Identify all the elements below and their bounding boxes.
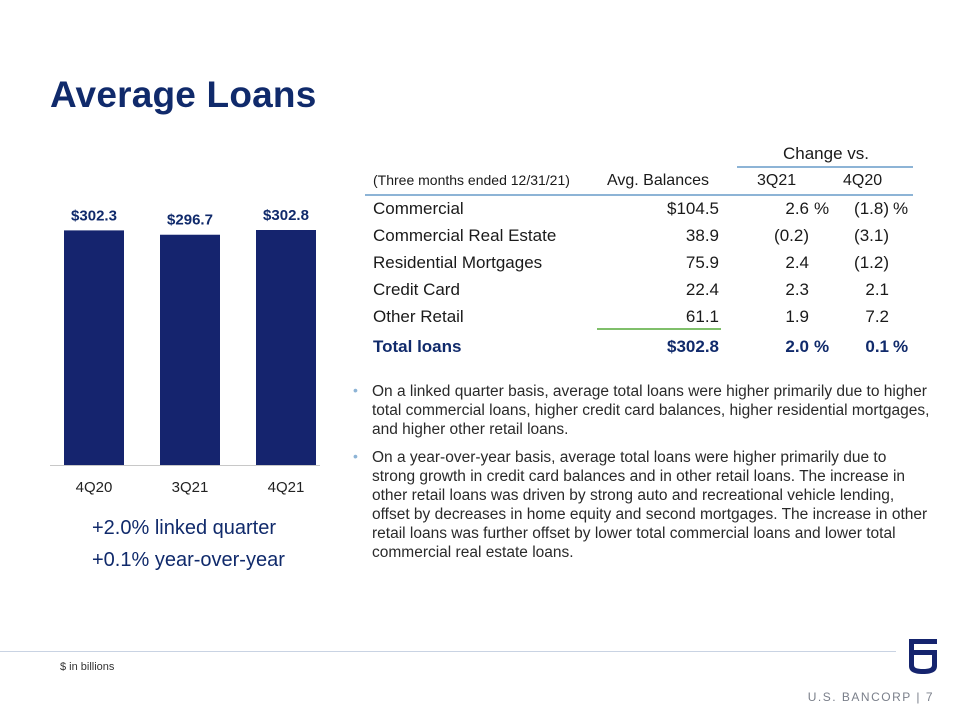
row-avg-balance: 75.9 bbox=[685, 253, 719, 272]
row-label: Total loans bbox=[373, 337, 462, 356]
data-label-3q21: $296.7 bbox=[167, 212, 213, 229]
year-over-year-note: +0.1% year-over-year bbox=[92, 549, 285, 571]
change-vs-header: Change vs. bbox=[783, 144, 869, 163]
footer-divider bbox=[0, 651, 896, 652]
footnote: $ in billions bbox=[60, 661, 115, 673]
4q20-header: 4Q20 bbox=[843, 172, 883, 189]
list-item: • On a year-over-year basis, average tot… bbox=[352, 448, 932, 562]
brand-page-number: U.S. BANCORP | 7 bbox=[807, 690, 934, 704]
row-4q20-change: (3.1) bbox=[854, 226, 889, 245]
data-label-4q21: $302.8 bbox=[263, 207, 309, 224]
row-4q20-change: 0.1 bbox=[865, 337, 889, 356]
row-avg-balance: $302.8 bbox=[667, 337, 719, 356]
row-avg-balance: 38.9 bbox=[685, 226, 719, 245]
table-row-commercial: Commercial $104.5 2.6 % (1.8) % bbox=[365, 195, 915, 222]
avg-balances-header: Avg. Balances bbox=[607, 172, 709, 189]
us-bank-shield-logo-icon bbox=[909, 639, 937, 674]
data-label-4q20: $302.3 bbox=[71, 207, 117, 224]
bullet-dot-icon: • bbox=[353, 382, 358, 398]
bar-4q20 bbox=[64, 230, 124, 465]
row-3q21-change: 1.9 bbox=[785, 307, 809, 326]
list-item: • On a linked quarter basis, average tot… bbox=[352, 382, 932, 439]
table-row-total-loans: Total loans $302.8 2.0 % 0.1 % bbox=[365, 333, 915, 360]
bar-3q21 bbox=[160, 234, 220, 465]
row-3q21-change: 2.3 bbox=[785, 280, 809, 299]
row-label: Other Retail bbox=[373, 307, 464, 326]
bar-4q21 bbox=[256, 230, 316, 465]
row-3q21-percent-sign: % bbox=[814, 337, 830, 356]
row-label: Credit Card bbox=[373, 280, 460, 299]
row-label: Commercial bbox=[373, 199, 464, 218]
table-header-row: (Three months ended 12/31/21) Avg. Balan… bbox=[365, 167, 915, 194]
average-loans-bar-chart: $302.3 4Q20 $296.7 3Q21 $302.8 4Q21 bbox=[50, 207, 320, 496]
x-tick-4q21: 4Q21 bbox=[268, 479, 305, 496]
row-4q20-percent-sign: % bbox=[893, 337, 909, 356]
table-row-residential-mortgages: Residential Mortgages 75.9 2.4 (1.2) bbox=[365, 249, 915, 276]
row-3q21-percent-sign: % bbox=[814, 199, 830, 218]
row-3q21-change: 2.0 bbox=[785, 337, 809, 356]
row-3q21-change: (0.2) bbox=[774, 226, 809, 245]
row-4q20-change: 7.2 bbox=[865, 307, 889, 326]
row-label: Residential Mortgages bbox=[373, 253, 543, 272]
commentary-bullets: • On a linked quarter basis, average tot… bbox=[352, 382, 932, 571]
total-underline bbox=[597, 328, 721, 330]
row-3q21-change: 2.6 bbox=[785, 199, 809, 218]
period-header: (Three months ended 12/31/21) bbox=[373, 172, 570, 188]
page-title: Average Loans bbox=[50, 74, 317, 115]
linked-quarter-note: +2.0% linked quarter bbox=[92, 517, 277, 539]
row-4q20-percent-sign: % bbox=[893, 199, 909, 218]
bullet-text: On a year-over-year basis, average total… bbox=[372, 449, 928, 561]
header-underline bbox=[365, 194, 913, 196]
bullet-text: On a linked quarter basis, average total… bbox=[372, 383, 930, 438]
row-4q20-change: (1.8) bbox=[854, 199, 889, 218]
change-vs-underline bbox=[737, 166, 913, 168]
row-avg-balance: $104.5 bbox=[667, 199, 719, 218]
x-tick-3q21: 3Q21 bbox=[172, 479, 209, 496]
row-3q21-change: 2.4 bbox=[785, 253, 809, 272]
x-tick-4q20: 4Q20 bbox=[76, 479, 113, 496]
row-avg-balance: 61.1 bbox=[685, 307, 719, 326]
bullet-dot-icon: • bbox=[353, 448, 358, 464]
row-label: Commercial Real Estate bbox=[373, 226, 557, 245]
table-row-other-retail: Other Retail 61.1 1.9 7.2 bbox=[365, 303, 915, 330]
table-row-credit-card: Credit Card 22.4 2.3 2.1 bbox=[365, 276, 915, 303]
table-row-commercial-real-estate: Commercial Real Estate 38.9 (0.2) (3.1) bbox=[365, 222, 915, 249]
row-4q20-change: 2.1 bbox=[865, 280, 889, 299]
row-avg-balance: 22.4 bbox=[685, 280, 719, 299]
3q21-header: 3Q21 bbox=[757, 172, 797, 189]
row-4q20-change: (1.2) bbox=[854, 253, 889, 272]
